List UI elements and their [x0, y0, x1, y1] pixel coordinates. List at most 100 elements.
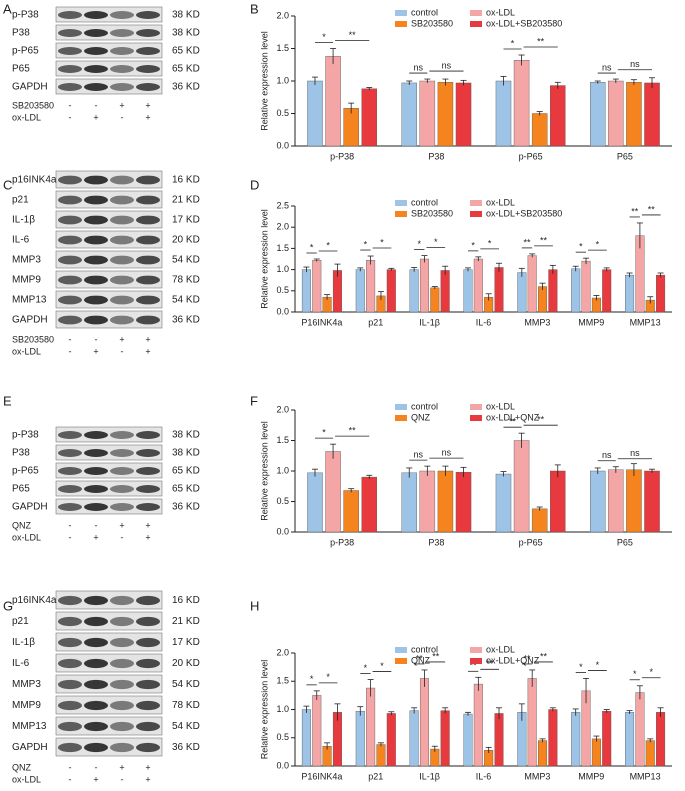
x-tick-label: IL-1β	[419, 317, 440, 327]
blot-kd: 36 KD	[172, 502, 200, 513]
treatment-sign: -	[121, 774, 124, 784]
y-tick-label: 1.5	[276, 243, 289, 253]
bar	[455, 82, 472, 147]
blot-band	[84, 255, 108, 265]
bar	[495, 80, 512, 147]
blot-strip	[55, 611, 163, 631]
blot-label: p16INK4a	[12, 595, 57, 606]
blot-band	[136, 503, 160, 511]
y-tick-label: 1.0	[276, 704, 289, 714]
legend-swatch	[470, 415, 482, 421]
blot-strip	[55, 716, 163, 736]
x-tick-label: P38	[428, 151, 444, 161]
legend-label: ox-LDL+SB203580	[486, 18, 562, 28]
y-tick-label: 2.0	[276, 647, 289, 657]
blot-band	[136, 83, 160, 91]
significance-label: **	[349, 426, 357, 436]
bar	[589, 470, 606, 533]
blot-label: GAPDH	[12, 502, 48, 513]
blot-band	[136, 315, 160, 325]
significance-label: *	[434, 237, 438, 247]
bar	[571, 268, 581, 313]
blot-label: MMP3	[12, 679, 41, 690]
treatment-sign: -	[95, 100, 98, 110]
x-tick-label: IL-6	[476, 317, 492, 327]
blot-band	[84, 595, 108, 606]
treatment-sign: -	[69, 532, 72, 542]
blot-band	[58, 65, 82, 73]
bar	[419, 258, 429, 313]
x-tick-label: p21	[368, 317, 383, 327]
bar	[602, 269, 612, 313]
bar	[440, 270, 450, 313]
treatment-sign: +	[145, 774, 150, 784]
blot-band	[110, 485, 134, 493]
blot-band	[58, 679, 82, 690]
bar	[656, 274, 666, 313]
blot-band	[110, 175, 134, 185]
bar	[550, 85, 566, 147]
treatment-sign: +	[119, 520, 124, 530]
significance-label: ns	[414, 449, 424, 459]
treatment-label: SB203580	[12, 100, 54, 110]
bar	[538, 740, 548, 767]
blot-band	[58, 235, 82, 245]
blot-label: IL-6	[12, 658, 30, 669]
blot-band	[136, 175, 160, 185]
blot-band	[110, 295, 134, 305]
blot-band	[84, 11, 108, 19]
treatment-sign: +	[93, 346, 98, 356]
blot-band	[136, 235, 160, 245]
treatment-sign: +	[145, 532, 150, 542]
significance-label: ns	[414, 62, 424, 72]
bar	[571, 712, 581, 767]
treatment-sign: +	[145, 112, 150, 122]
significance-label: *	[596, 660, 600, 670]
blot-kd: 54 KD	[172, 295, 200, 306]
blot-label: MMP13	[12, 295, 47, 306]
blot-band	[58, 467, 82, 475]
significance-label: *	[579, 242, 583, 252]
blot-strip	[55, 230, 163, 249]
blot-strip	[55, 290, 163, 309]
significance-label: *	[326, 240, 330, 250]
blot-kd: 36 KD	[172, 82, 200, 93]
x-tick-label: P16INK4a	[301, 317, 342, 327]
significance-label: **	[631, 206, 639, 216]
bar	[419, 470, 436, 533]
legend-label: control	[411, 644, 438, 654]
y-tick-label: 0.5	[276, 732, 289, 742]
blot-kd: 38 KD	[172, 28, 200, 39]
legend-swatch	[470, 21, 482, 27]
bar	[602, 710, 612, 767]
blot-label: p16INK4a	[12, 175, 57, 186]
treatment-sign: -	[95, 334, 98, 344]
y-tick-label: 2.0	[276, 10, 289, 20]
y-tick-label: 0.0	[276, 526, 289, 536]
blot-band	[110, 255, 134, 265]
blot-kd: 20 KD	[172, 235, 200, 246]
blot-band	[58, 29, 82, 37]
blot-band	[58, 637, 82, 648]
bar	[589, 82, 606, 147]
blot-band	[84, 449, 108, 457]
y-tick-label: 1.0	[276, 75, 289, 85]
bar	[366, 687, 376, 767]
bar	[473, 683, 483, 767]
x-tick-label: p-P65	[519, 151, 543, 161]
blot-band	[58, 11, 82, 19]
significance-label: *	[511, 38, 515, 48]
legend-label: control	[411, 401, 438, 411]
blot-kd: 78 KD	[172, 275, 200, 286]
y-tick-label: 1.0	[276, 264, 289, 274]
bar	[625, 274, 635, 313]
blot-kd: 38 KD	[172, 448, 200, 459]
blot-band	[136, 215, 160, 225]
bar	[645, 740, 655, 767]
blot-band	[110, 215, 134, 225]
bar	[463, 269, 473, 313]
blot-kd: 36 KD	[172, 742, 200, 753]
bar	[312, 695, 322, 767]
blot-band	[110, 47, 134, 55]
blot-kd: 54 KD	[172, 255, 200, 266]
